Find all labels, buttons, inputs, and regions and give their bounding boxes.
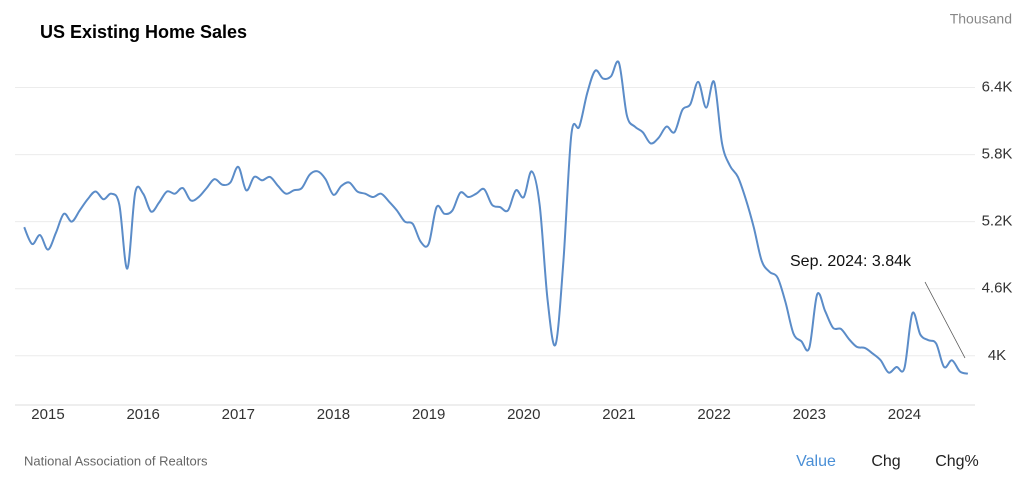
x-tick-label: 2018	[317, 406, 350, 423]
x-tick-label: 2022	[697, 406, 730, 423]
x-tick-label: 2024	[888, 406, 921, 423]
y-tick-label: 6.4K	[982, 78, 1013, 95]
unit-label: Thousand	[950, 11, 1012, 27]
chart-title: US Existing Home Sales	[40, 22, 247, 42]
tab[interactable]: Chg%	[935, 453, 979, 470]
y-tick-label: 4.6K	[982, 280, 1013, 297]
x-tick-label: 2023	[793, 406, 826, 423]
tab[interactable]: Chg	[871, 453, 900, 470]
source: National Association of Realtors	[24, 453, 208, 468]
y-tick-label: 5.2K	[982, 213, 1013, 230]
x-tick-label: 2017	[222, 406, 255, 423]
x-tick-label: 2016	[126, 406, 159, 423]
annotation-line	[924, 281, 966, 359]
data-line	[23, 60, 969, 375]
tab[interactable]: Value	[796, 453, 836, 470]
y-tick-label: 5.8K	[982, 146, 1013, 163]
x-tick-label: 2019	[412, 406, 445, 423]
x-tick-label: 2021	[602, 406, 635, 423]
annotation: Sep. 2024: 3.84k	[790, 253, 912, 270]
x-tick-label: 2015	[31, 406, 64, 423]
x-tick-label: 2020	[507, 406, 540, 423]
y-tick-label: 4K	[988, 347, 1006, 364]
